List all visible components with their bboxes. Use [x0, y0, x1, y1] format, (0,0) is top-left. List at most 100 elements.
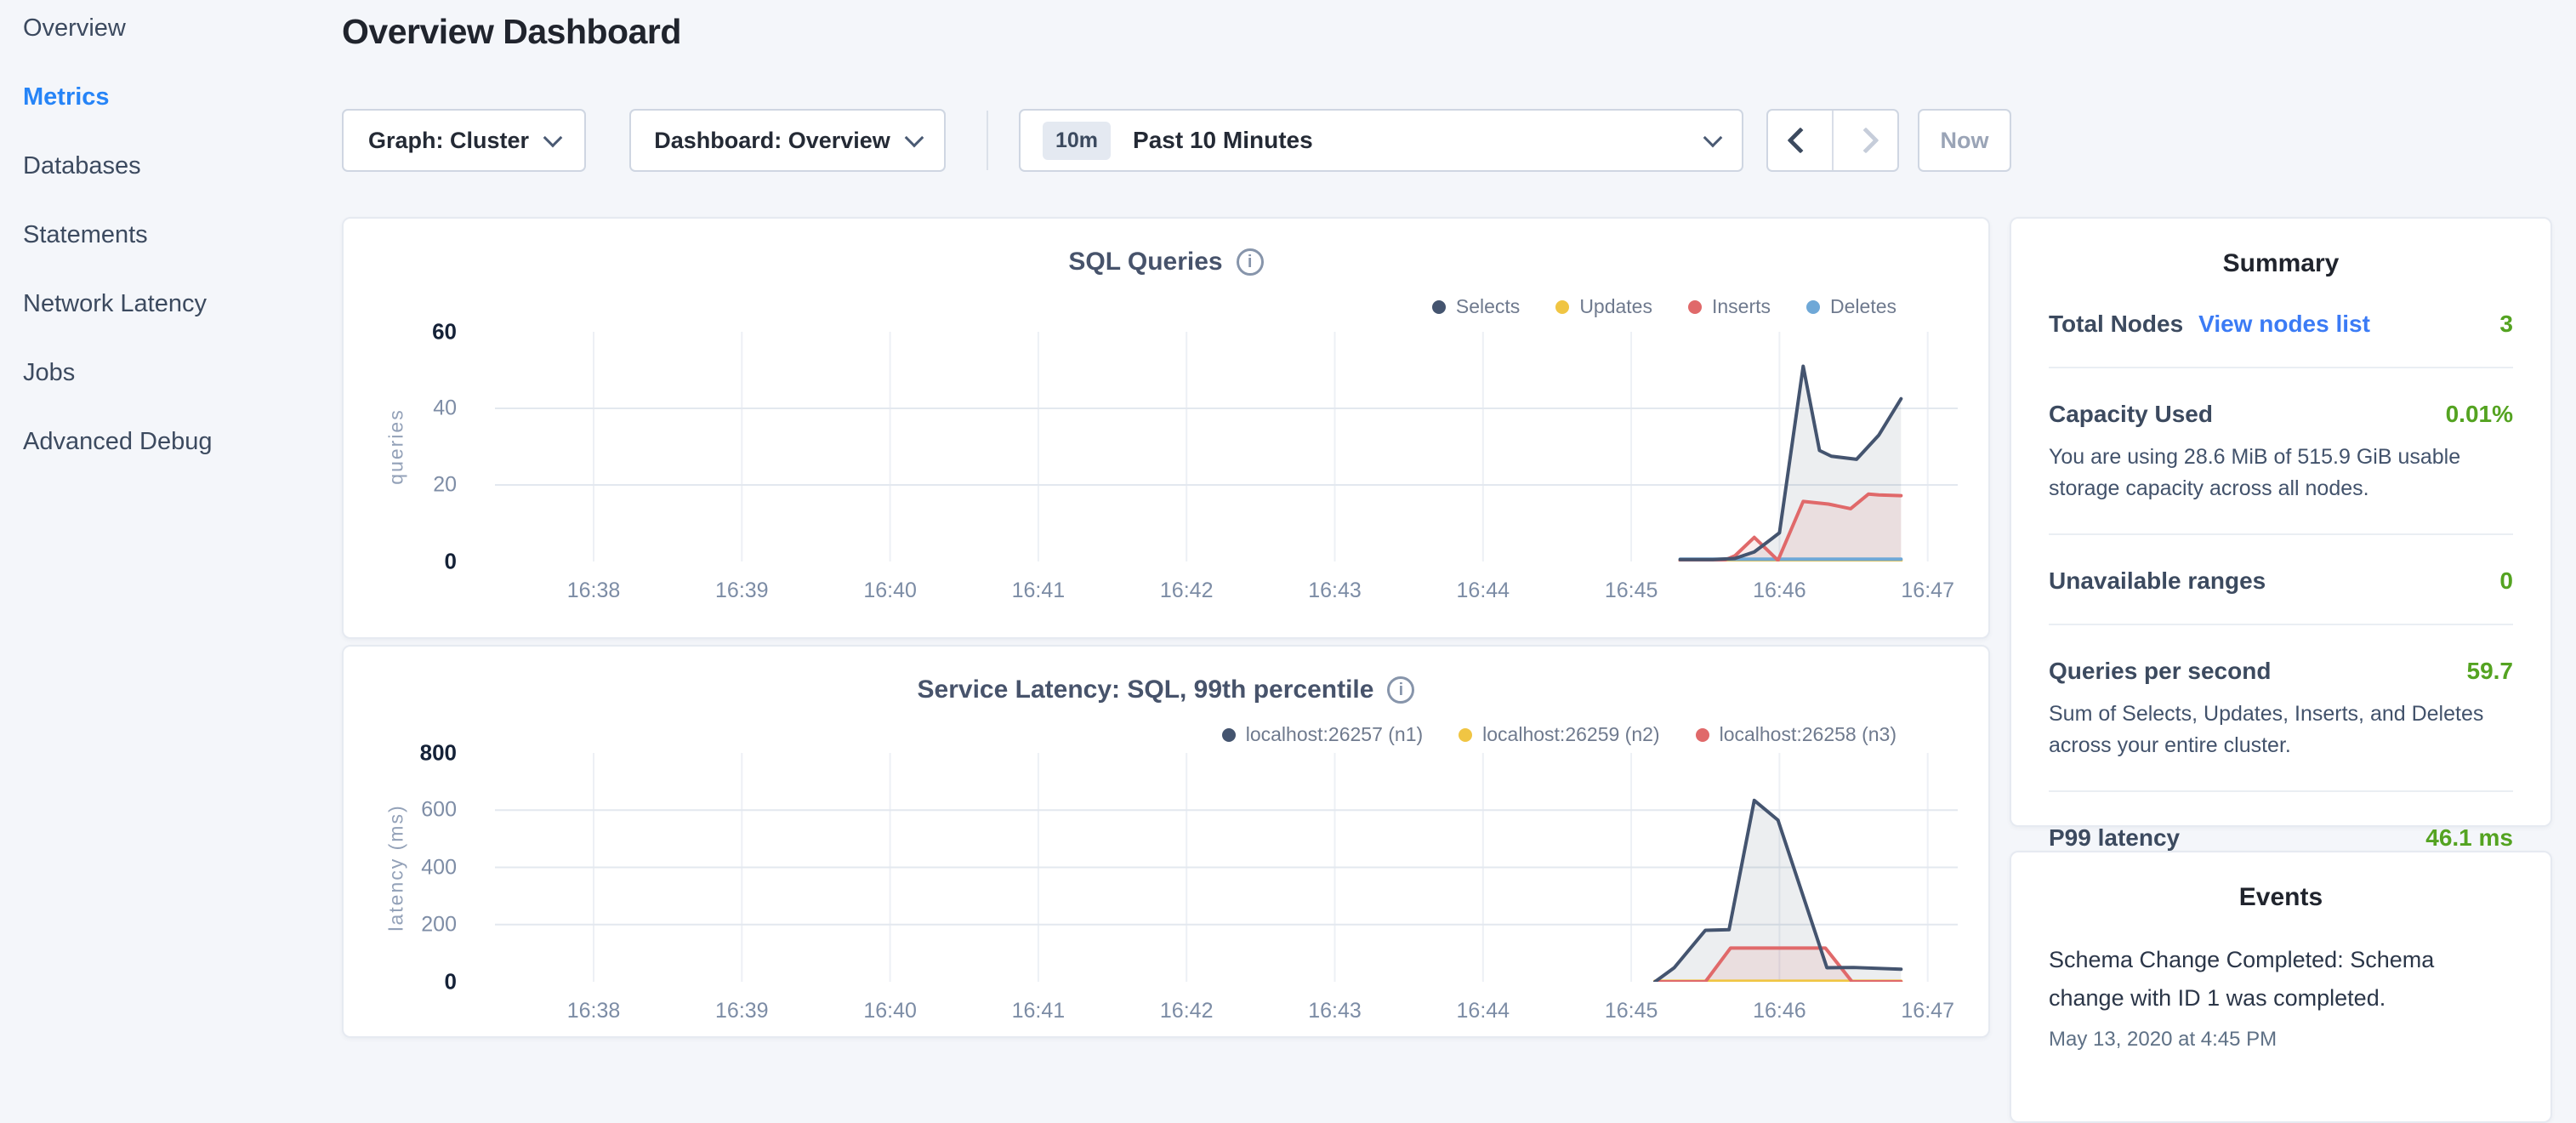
legend-item-localhost-26258-n3: localhost:26258 (n3) — [1696, 723, 1896, 746]
chart-title-text: SQL Queries — [1068, 248, 1222, 276]
time-range-dropdown[interactable]: 10m Past 10 Minutes — [1019, 109, 1743, 172]
page-title: Overview Dashboard — [342, 12, 681, 52]
summary-row-label: Total Nodes — [2049, 311, 2183, 338]
sidebar: Overview Metrics Databases Statements Networ… — [0, 0, 340, 1052]
legend-dot — [1696, 728, 1709, 742]
summary-row-capacity-used: Capacity Used 0.01% — [2049, 401, 2513, 428]
service-latency-chart-card: Service Latency: SQL, 99th percentile i … — [342, 645, 1990, 1038]
chevron-down-icon — [543, 128, 563, 147]
legend-item-localhost-26257-n1: localhost:26257 (n1) — [1222, 723, 1423, 746]
legend-dot — [1459, 728, 1472, 742]
sidebar-item-jobs[interactable]: Jobs — [23, 358, 340, 388]
chevron-left-icon — [1787, 127, 1813, 153]
summary-row-value: 3 — [2499, 311, 2513, 338]
y-axis-ticks: 0200400600800 — [344, 647, 457, 1036]
chart-plot-area[interactable] — [495, 753, 1958, 982]
event-timestamp: May 13, 2020 at 4:45 PM — [2049, 1028, 2513, 1052]
now-button[interactable]: Now — [1918, 109, 2011, 172]
view-nodes-list-link[interactable]: View nodes list — [2198, 311, 2370, 338]
x-tick-label: 16:47 — [1901, 999, 1954, 1023]
legend-label: Inserts — [1712, 295, 1771, 318]
chart-plot-area[interactable] — [495, 332, 1958, 562]
graph-dropdown[interactable]: Graph: Cluster — [342, 109, 586, 172]
next-time-button[interactable] — [1834, 111, 1897, 170]
time-step-buttons — [1766, 109, 1899, 172]
sidebar-item-network-latency[interactable]: Network Latency — [23, 289, 340, 319]
summary-row-total-nodes: Total Nodes View nodes list 3 — [2049, 311, 2513, 338]
x-tick-label: 16:42 — [1160, 999, 1214, 1023]
sidebar-item-overview[interactable]: Overview — [23, 14, 340, 43]
prev-time-button[interactable] — [1768, 111, 1834, 170]
x-tick-label: 16:38 — [567, 999, 621, 1023]
x-tick-label: 16:45 — [1605, 999, 1658, 1023]
time-range-label: Past 10 Minutes — [1133, 127, 1684, 154]
events-title: Events — [2011, 883, 2550, 912]
chart-title-text: Service Latency: SQL, 99th percentile — [918, 676, 1374, 704]
y-axis-ticks: 0 20 40 60 — [344, 219, 457, 637]
dashboard-dropdown[interactable]: Dashboard: Overview — [629, 109, 946, 172]
legend-label: localhost:26258 (n3) — [1720, 723, 1896, 746]
summary-row-value: 59.7 — [2467, 658, 2514, 685]
legend-item-localhost-26259-n2: localhost:26259 (n2) — [1459, 723, 1659, 746]
sidebar-item-advanced-debug[interactable]: Advanced Debug — [23, 427, 340, 457]
y-tick-label: 60 — [432, 319, 457, 345]
divider — [2049, 624, 2513, 625]
x-tick-label: 16:47 — [1901, 579, 1954, 603]
x-tick-label: 16:45 — [1605, 579, 1658, 603]
legend-item-selects: Selects — [1432, 295, 1520, 318]
summary-row-label: Queries per second — [2049, 658, 2271, 685]
toolbar-divider — [987, 111, 988, 170]
legend-item-inserts: Inserts — [1688, 295, 1771, 318]
y-tick-label: 600 — [421, 798, 457, 823]
dashboard-dropdown-label: Dashboard: Overview — [654, 128, 890, 154]
x-tick-label: 16:42 — [1160, 579, 1214, 603]
summary-row-p99-latency: P99 latency46.1 ms — [2049, 824, 2513, 852]
summary-title: Summary — [2011, 249, 2550, 278]
sidebar-item-statements[interactable]: Statements — [23, 220, 340, 250]
legend-label: Selects — [1456, 295, 1520, 318]
divider — [2049, 367, 2513, 368]
graph-dropdown-label: Graph: Cluster — [368, 128, 529, 154]
x-tick-label: 16:41 — [1012, 579, 1066, 603]
info-icon[interactable]: i — [1237, 248, 1264, 276]
chart-title: Service Latency: SQL, 99th percentile i — [344, 676, 1988, 704]
chevron-down-icon — [904, 128, 924, 147]
x-tick-label: 16:40 — [863, 999, 917, 1023]
summary-row-description: You are using 28.6 MiB of 515.9 GiB usab… — [2049, 442, 2513, 504]
chart-legend: localhost:26257 (n1) localhost:26259 (n2)… — [1222, 723, 1896, 746]
legend-label: localhost:26259 (n2) — [1482, 723, 1659, 746]
x-tick-label: 16:43 — [1308, 999, 1362, 1023]
legend-label: Updates — [1579, 295, 1652, 318]
sidebar-item-databases[interactable]: Databases — [23, 151, 340, 181]
y-tick-label: 40 — [433, 396, 457, 421]
now-button-label: Now — [1941, 128, 1989, 154]
summary-rows: Total Nodes View nodes list 3 Capacity Used… — [2011, 311, 2550, 852]
chart-title: SQL Queries i — [344, 248, 1988, 276]
legend-label: Deletes — [1830, 295, 1896, 318]
legend-dot — [1432, 300, 1446, 314]
summary-row-value: 0 — [2499, 567, 2513, 595]
x-tick-label: 16:40 — [863, 579, 917, 603]
legend-label: localhost:26257 (n1) — [1246, 723, 1423, 746]
legend-item-deletes: Deletes — [1806, 295, 1896, 318]
divider — [2049, 533, 2513, 535]
summary-row-value: 46.1 ms — [2425, 824, 2513, 852]
chevron-right-icon — [1852, 127, 1879, 153]
chart-legend: Selects Updates Inserts Deletes — [1432, 295, 1896, 318]
y-tick-label: 20 — [433, 473, 457, 498]
legend-dot — [1806, 300, 1820, 314]
y-tick-label: 200 — [421, 912, 457, 937]
summary-row-queries-per-second: Queries per second 59.7 — [2049, 658, 2513, 685]
info-icon[interactable]: i — [1387, 676, 1414, 704]
summary-row-value: 0.01% — [2446, 401, 2513, 428]
sidebar-item-metrics[interactable]: Metrics — [23, 83, 340, 112]
x-tick-label: 16:39 — [715, 999, 769, 1023]
summary-row-label: Capacity Used — [2049, 401, 2213, 428]
sql-queries-chart-card: SQL Queries i Selects Updates Inserts Delet… — [342, 217, 1990, 639]
y-tick-label: 0 — [445, 549, 457, 575]
y-tick-label: 0 — [445, 969, 457, 995]
x-tick-label: 16:41 — [1012, 999, 1066, 1023]
x-tick-label: 16:44 — [1457, 999, 1510, 1023]
x-tick-label: 16:38 — [567, 579, 621, 603]
summary-row-unavailable-ranges: Unavailable ranges0 — [2049, 567, 2513, 595]
